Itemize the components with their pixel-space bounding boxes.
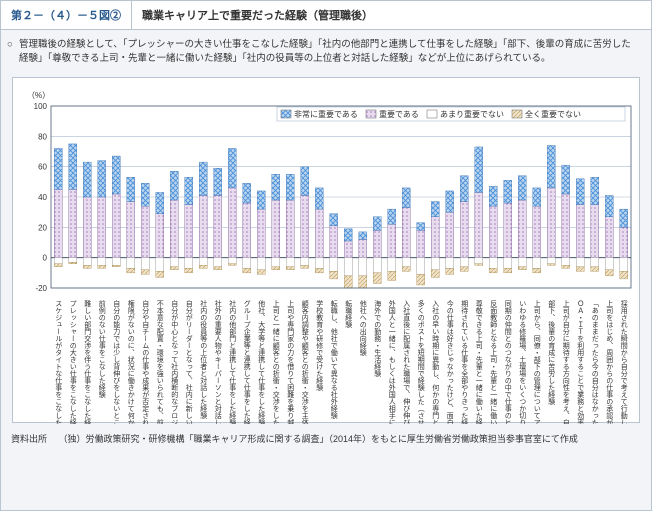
svg-text:あまり重要でない: あまり重要でない	[440, 109, 504, 119]
svg-text:反面教師となる上司・先輩と一緒に働いた経: 反面教師となる上司・先輩と一緒に働いた経	[490, 299, 498, 424]
svg-text:60: 60	[38, 162, 47, 171]
svg-text:20: 20	[38, 223, 47, 232]
svg-text:不本意な配置・環境を強いられても、前向き: 不本意な配置・環境を強いられても、前向き	[156, 300, 164, 424]
svg-text:プレッシャーの大きい仕事をこなした経験: プレッシャーの大きい仕事をこなした経験	[69, 300, 77, 424]
svg-text:上司から、同僚・部下の管理についてアドバ: 上司から、同僚・部下の管理についてアドバ	[533, 299, 541, 424]
figure-source: 資料出所 （独）労働政策研究・研修機構「職業キャリア形成に関する調査」（2014…	[1, 427, 651, 446]
svg-text:入社直後に配属された職場で、伸び伸びと仕: 入社直後に配属された職場で、伸び伸びと仕	[403, 300, 411, 424]
svg-text:尊敬できる上司・先輩と一緒に働いた経験: 尊敬できる上司・先輩と一緒に働いた経験	[475, 299, 483, 424]
svg-text:自分が中心となって社内横断的なプロジェク: 自分が中心となって社内横断的なプロジェク	[171, 299, 179, 424]
svg-text:採用された瞬間から自分で考えて行動しなく: 採用された瞬間から自分で考えて行動しなく	[620, 299, 628, 424]
svg-text:スケジュールがタイトな仕事をこなした経験: スケジュールがタイトな仕事をこなした経験	[55, 300, 63, 424]
svg-text:顧客内調整や顧客との折衝・交渉を主体的に: 顧客内調整や顧客との折衝・交渉を主体的に	[301, 299, 309, 424]
figure-container: 第２－（４）－５図② 職業キャリア上で重要だった経験（管理職後） 管理職後の経験…	[0, 0, 652, 511]
svg-text:今の仕事は好きじゃなかったけど、面白さが: 今の仕事は好きじゃなかったけど、面白さが	[446, 299, 454, 424]
figure-header: 第２－（４）－５図② 職業キャリア上で重要だった経験（管理職後）	[1, 1, 651, 30]
svg-text:「あのままだったら今の自分はなかっただろ: 「あのままだったら今の自分はなかっただろ	[591, 300, 599, 424]
svg-text:自分や自チームの仕事や成果が否定される状: 自分や自チームの仕事や成果が否定される状	[142, 299, 150, 424]
svg-text:80: 80	[38, 132, 47, 141]
svg-text:期待されている仕事を全部やりきった経験: 期待されている仕事を全部やりきった経験	[461, 300, 469, 424]
svg-text:（%）: （%）	[27, 91, 50, 100]
svg-text:上司や専門家の力を借りて困難を乗り越えた: 上司や専門家の力を借りて困難を乗り越えた	[287, 299, 295, 424]
svg-text:上司が自分に期待する方向性を考え、自分の: 上司が自分に期待する方向性を考え、自分の	[562, 299, 570, 424]
svg-text:学校教育や研修で受けた経験: 学校教育や研修で受けた経験	[316, 299, 324, 392]
svg-text:社内の他部門と連携して仕事をした経験: 社内の他部門と連携して仕事をした経験	[229, 299, 237, 424]
svg-text:40: 40	[38, 193, 47, 202]
svg-text:前例のない仕事をこなした経験: 前例のない仕事をこなした経験	[98, 299, 106, 399]
source-label: 資料出所	[11, 433, 56, 446]
chart: -20 0 20 40 60 80 100 （%） スケジュールがタイトな仕事をこなした経験プレ…	[12, 77, 640, 423]
svg-text:社外の重要人物やキーパーソンと対話した経: 社外の重要人物やキーパーソンと対話した経	[214, 299, 222, 424]
svg-text:自分がリーダーとなって、社内に新しいやり: 自分がリーダーとなって、社内に新しいやり	[185, 299, 193, 424]
svg-text:社内の役員等の上位者と対話した経験: 社内の役員等の上位者と対話した経験	[200, 299, 208, 420]
figure-number: 第２－（４）－５図②	[1, 1, 132, 29]
svg-text:権限がないのに、状況に働きかけて何かを動: 権限がないのに、状況に働きかけて何かを動	[127, 299, 135, 424]
svg-text:他社への出向経験: 他社への出向経験	[359, 299, 367, 357]
svg-text:他社、大学等と連携して仕事をした経験: 他社、大学等と連携して仕事をした経験	[258, 299, 266, 424]
svg-text:100: 100	[34, 102, 48, 111]
svg-text:-20: -20	[35, 284, 47, 293]
svg-text:重要である: 重要である	[379, 109, 419, 119]
svg-text:難しい部門交渉を伴う仕事をこなした経験: 難しい部門交渉を伴う仕事をこなした経験	[84, 299, 92, 424]
svg-text:上司をはじめ、周囲からの仕事の承認が得ら: 上司をはじめ、周囲からの仕事の承認が得ら	[606, 299, 614, 424]
svg-text:部下、後輩の育成に苦労した経験: 部下、後輩の育成に苦労した経験	[548, 299, 556, 406]
svg-text:グループ企業等と連携して仕事をした経験: グループ企業等と連携して仕事をした経験	[243, 299, 251, 424]
svg-text:上司と一緒に顧客との折衝・交渉をした経験: 上司と一緒に顧客との折衝・交渉をした経験	[272, 299, 280, 424]
svg-text:外国人と一緒に、もしくは外国人相手に仕事: 外国人と一緒に、もしくは外国人相手に仕事	[388, 299, 396, 424]
svg-text:同期の仲間とのつながりの中で仕事のヒント: 同期の仲間とのつながりの中で仕事のヒント	[504, 300, 512, 424]
source-body: （独）労働政策研究・研修機構「職業キャリア形成に関する調査」（2014年）をもと…	[59, 433, 619, 446]
svg-text:全く重要でない: 全く重要でない	[525, 109, 581, 119]
svg-text:非常に重要である: 非常に重要である	[294, 109, 358, 119]
svg-text:転職経験: 転職経験	[345, 300, 353, 329]
svg-text:入社の早い時期に異動し、何かの専門という: 入社の早い時期に異動し、何かの専門という	[432, 300, 440, 424]
svg-text:ＯＡ・ＩＴを利用することで業務と効率が向: ＯＡ・ＩＴを利用することで業務と効率が向	[577, 300, 585, 424]
svg-text:多くのポストを短期間で経験した（させられ: 多くのポストを短期間で経験した（させられ	[417, 299, 425, 424]
svg-text:海外での勤務・生活経験: 海外での勤務・生活経験	[374, 299, 382, 378]
svg-text:いわゆる修羅場、土壇場をいくつか切り抜け: いわゆる修羅場、土壇場をいくつか切り抜け	[519, 300, 527, 424]
figure-annotation: 管理職後の経験として、「プレッシャーの大きい仕事をこなした経験」「社内の他部門と…	[1, 30, 651, 73]
svg-text:転職し、他社で働いて異なる社外経験: 転職し、他社で働いて異なる社外経験	[330, 300, 338, 420]
svg-text:0: 0	[43, 253, 48, 262]
svg-text:自分の能力では少し背伸びをしないとこなせ: 自分の能力では少し背伸びをしないとこなせ	[113, 299, 121, 424]
figure-title: 職業キャリア上で重要だった経験（管理職後）	[132, 1, 383, 29]
